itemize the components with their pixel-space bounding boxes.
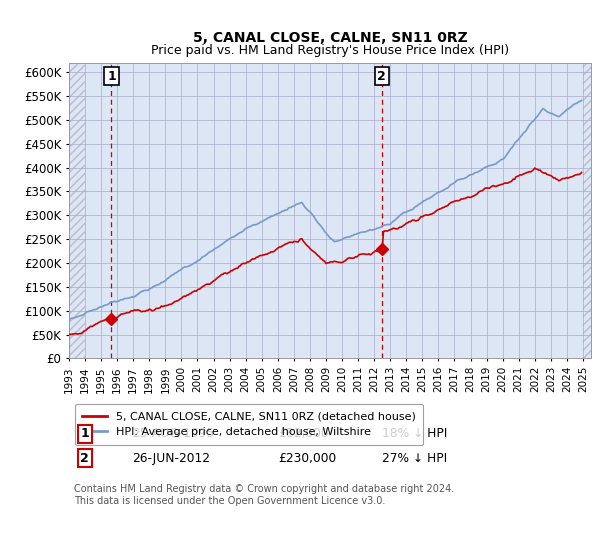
Text: 2: 2	[80, 451, 89, 465]
Text: 27% ↓ HPI: 27% ↓ HPI	[382, 451, 448, 465]
Text: Contains HM Land Registry data © Crown copyright and database right 2024.
This d: Contains HM Land Registry data © Crown c…	[74, 484, 454, 506]
Text: 25-AUG-1995: 25-AUG-1995	[131, 427, 214, 440]
Title: 5, CANAL CLOSE, CALNE, SN11 0RZ: 5, CANAL CLOSE, CALNE, SN11 0RZ	[193, 31, 467, 45]
Text: 1: 1	[107, 69, 116, 82]
Text: 26-JUN-2012: 26-JUN-2012	[131, 451, 209, 465]
Text: £82,000: £82,000	[278, 427, 328, 440]
Text: 18% ↓ HPI: 18% ↓ HPI	[382, 427, 448, 440]
Bar	[583, 63, 591, 358]
Text: Price paid vs. HM Land Registry's House Price Index (HPI): Price paid vs. HM Land Registry's House …	[151, 44, 509, 57]
Bar	[69, 63, 85, 358]
Legend: 5, CANAL CLOSE, CALNE, SN11 0RZ (detached house), HPI: Average price, detached h: 5, CANAL CLOSE, CALNE, SN11 0RZ (detache…	[74, 404, 424, 445]
Text: 2: 2	[377, 69, 386, 82]
Text: 1: 1	[80, 427, 89, 440]
Text: £230,000: £230,000	[278, 451, 336, 465]
